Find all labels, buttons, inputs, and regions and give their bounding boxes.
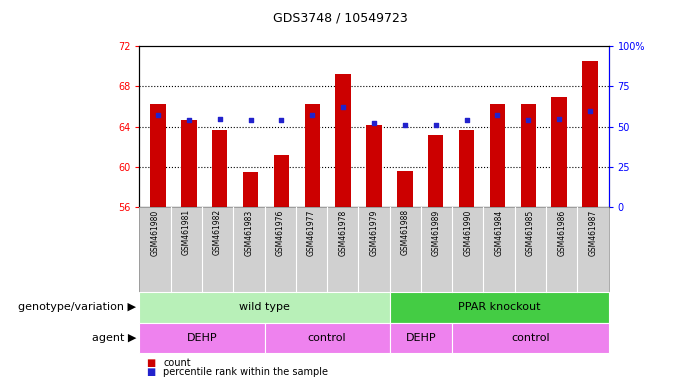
Bar xyxy=(582,61,598,207)
Bar xyxy=(335,74,351,207)
Text: wild type: wild type xyxy=(239,302,290,312)
Text: GSM461980: GSM461980 xyxy=(150,209,160,255)
Point xyxy=(523,117,534,123)
Text: GSM461977: GSM461977 xyxy=(307,209,316,256)
Text: genotype/variation ▶: genotype/variation ▶ xyxy=(18,302,136,312)
Point xyxy=(369,121,379,127)
Text: GSM461984: GSM461984 xyxy=(494,209,504,255)
Bar xyxy=(459,130,475,207)
Text: GSM461976: GSM461976 xyxy=(275,209,285,256)
Point xyxy=(184,117,194,123)
Point xyxy=(585,108,596,114)
Text: control: control xyxy=(511,333,549,343)
Text: DEHP: DEHP xyxy=(405,333,437,343)
Bar xyxy=(243,172,258,207)
Text: ■: ■ xyxy=(146,358,156,368)
Bar xyxy=(273,155,289,207)
Bar xyxy=(428,135,443,207)
Text: GSM461987: GSM461987 xyxy=(588,209,598,255)
Point xyxy=(430,122,441,128)
Point xyxy=(307,113,318,119)
Bar xyxy=(181,120,197,207)
Text: GSM461986: GSM461986 xyxy=(557,209,566,255)
Text: GSM461981: GSM461981 xyxy=(182,209,191,255)
Point xyxy=(492,113,503,119)
Point xyxy=(554,116,564,122)
Text: agent ▶: agent ▶ xyxy=(92,333,136,343)
Text: GSM461989: GSM461989 xyxy=(432,209,441,255)
Point xyxy=(461,117,472,123)
Bar xyxy=(367,125,381,207)
Point xyxy=(276,117,287,123)
Point xyxy=(152,113,163,119)
Point xyxy=(245,117,256,123)
Point xyxy=(338,104,349,111)
Text: control: control xyxy=(308,333,346,343)
Text: DEHP: DEHP xyxy=(186,333,218,343)
Text: GSM461990: GSM461990 xyxy=(463,209,473,256)
Text: GDS3748 / 10549723: GDS3748 / 10549723 xyxy=(273,12,407,25)
Text: GSM461982: GSM461982 xyxy=(213,209,222,255)
Text: GSM461979: GSM461979 xyxy=(369,209,379,256)
Text: GSM461988: GSM461988 xyxy=(401,209,410,255)
Text: GSM461985: GSM461985 xyxy=(526,209,535,255)
Text: GSM461983: GSM461983 xyxy=(244,209,254,255)
Bar xyxy=(490,104,505,207)
Bar xyxy=(150,104,166,207)
Bar xyxy=(305,104,320,207)
Text: percentile rank within the sample: percentile rank within the sample xyxy=(163,367,328,377)
Text: GSM461978: GSM461978 xyxy=(338,209,347,255)
Point xyxy=(399,122,410,128)
Point xyxy=(214,116,225,122)
Text: count: count xyxy=(163,358,191,368)
Text: PPAR knockout: PPAR knockout xyxy=(458,302,541,312)
Bar xyxy=(551,98,567,207)
Bar xyxy=(212,130,227,207)
Bar xyxy=(521,104,536,207)
Bar xyxy=(397,171,413,207)
Text: ■: ■ xyxy=(146,367,156,377)
